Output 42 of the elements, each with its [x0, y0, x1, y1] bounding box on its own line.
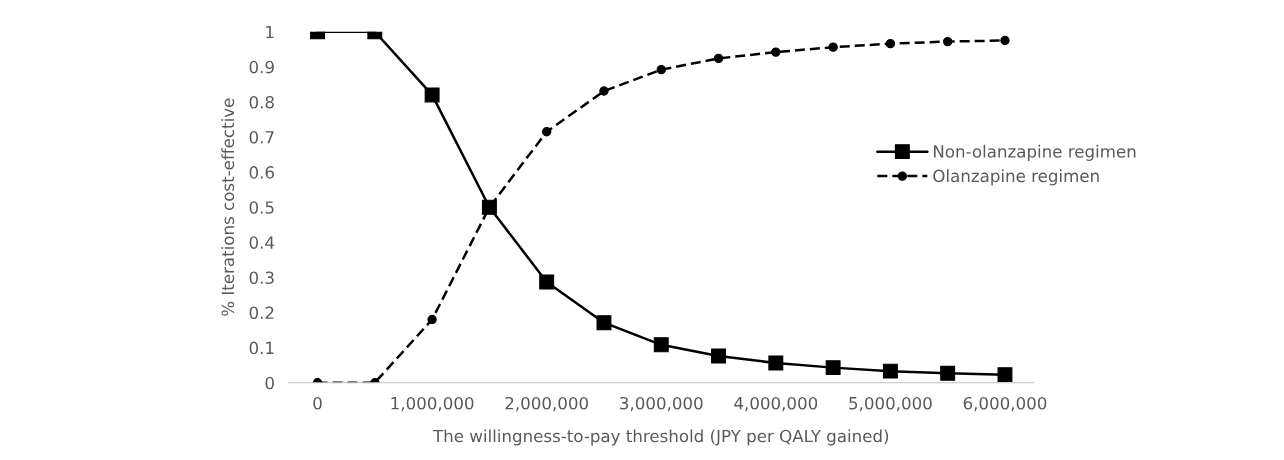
y-tick-label: 0.1 [249, 341, 274, 355]
point [825, 360, 841, 376]
y-tick-label: 0.7 [249, 131, 274, 144]
point [542, 127, 552, 137]
y-tick-label: 1 [266, 25, 274, 39]
point [596, 315, 612, 331]
y-tick-label: 0 [265, 376, 274, 390]
y-axis-title: % Iterations cost-effective [221, 98, 235, 316]
y-tick-label: 0.5 [249, 201, 274, 214]
y-tick-label: 0.3 [249, 271, 274, 284]
point [771, 47, 781, 57]
y-tick-label: 0.2 [249, 306, 274, 320]
point [424, 87, 440, 103]
x-axis-title: The willingness-to-pay threshold (JPY per QALY gained) [432, 429, 889, 446]
y-tick-label: 0.9 [249, 60, 274, 74]
x-tick-label: 2,000,000 [505, 396, 588, 412]
point [943, 36, 953, 47]
x-tick-label: 1,000,000 [391, 396, 474, 412]
point [1000, 35, 1010, 46]
x-tick-label: 3,000,000 [620, 396, 703, 412]
x-tick-label: 6,000,000 [963, 396, 1047, 412]
point [599, 86, 609, 96]
point [653, 337, 669, 353]
x-tick-label: 4,000,000 [734, 396, 818, 412]
x-tick-label: 0 [313, 396, 322, 410]
y-tick-label: 0.4 [249, 236, 275, 249]
legend-label: Olanzapine regimen [933, 169, 1099, 186]
point [997, 367, 1013, 383]
point [940, 365, 956, 381]
point [427, 314, 437, 325]
point [711, 348, 727, 364]
point [828, 42, 838, 52]
point [882, 363, 898, 379]
x-tick-label: 5,000,000 [849, 396, 932, 412]
y-tick-label: 0.8 [249, 95, 274, 109]
point [768, 355, 784, 371]
point [656, 64, 666, 75]
y-tick-label: 0.6 [249, 166, 274, 179]
legend-label: Non-olanzapine regimen [933, 144, 1136, 161]
point [539, 274, 555, 290]
point [713, 53, 724, 64]
point [885, 38, 896, 49]
